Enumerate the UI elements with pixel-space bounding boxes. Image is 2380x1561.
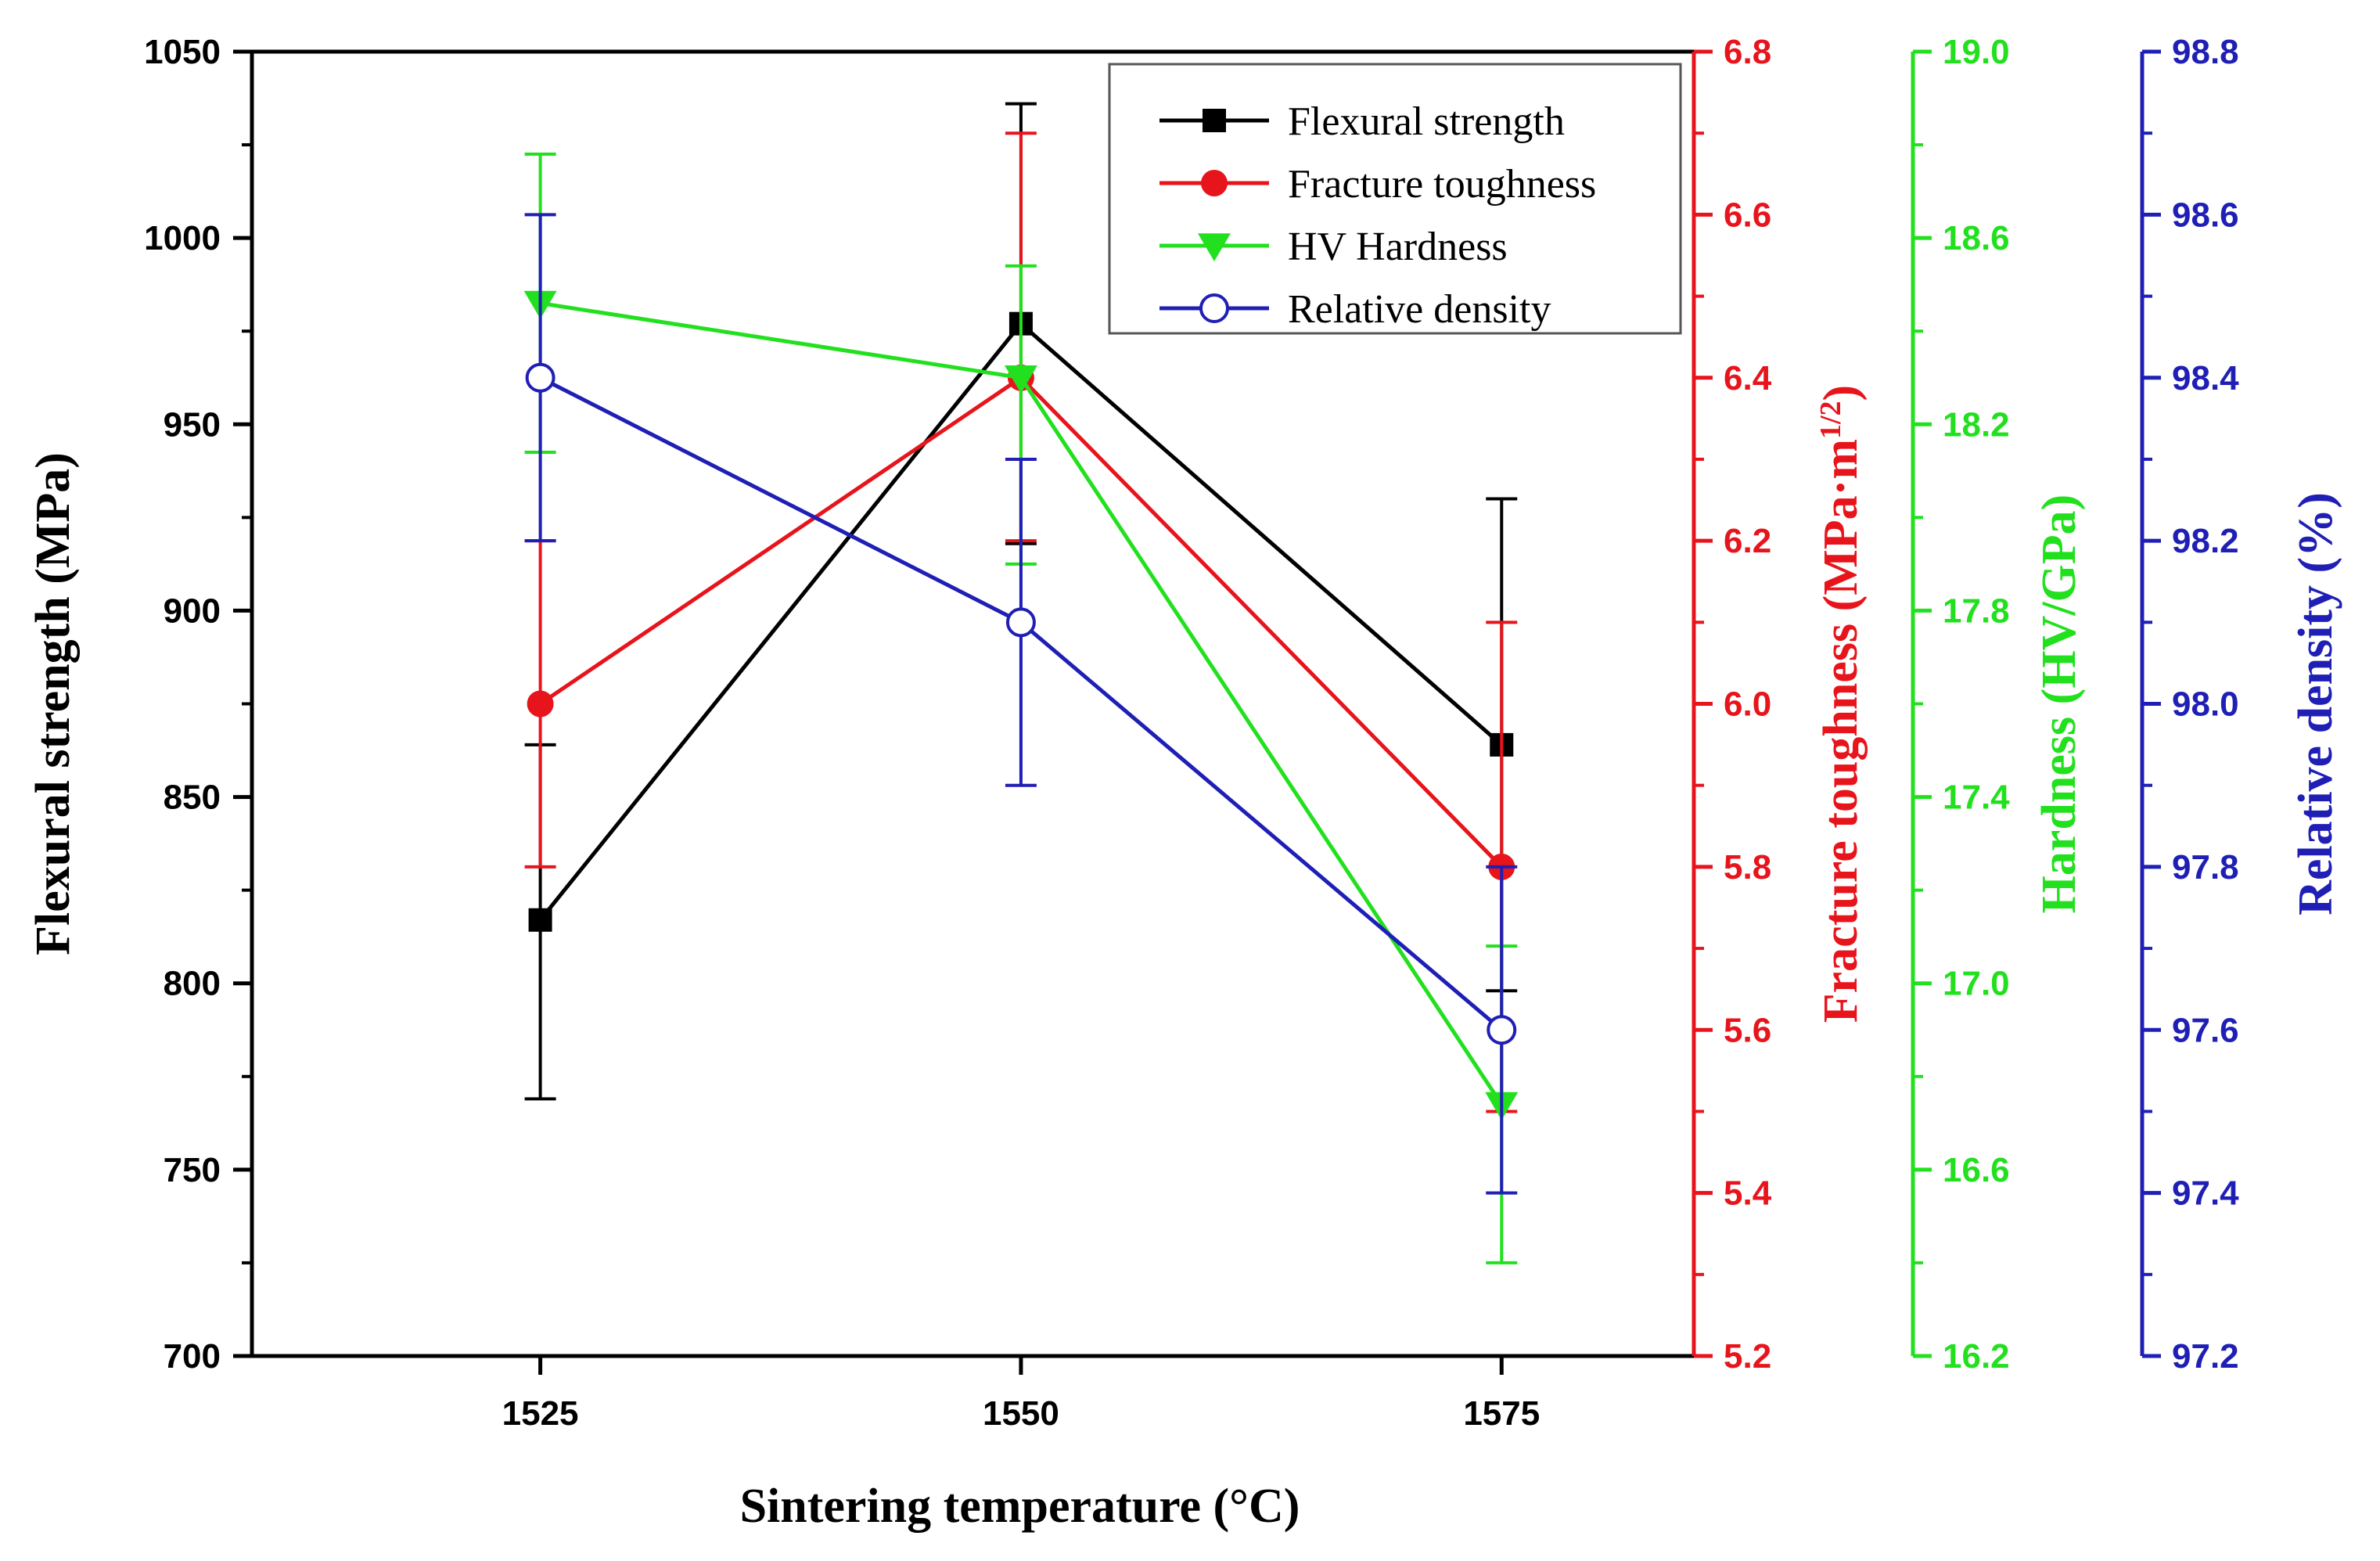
x-axis-title: Sintering temperature (°C) xyxy=(740,1480,1300,1533)
data-point xyxy=(1004,365,1037,394)
legend-marker xyxy=(1199,293,1229,323)
y-tick-label: 98.4 xyxy=(2172,359,2239,397)
right-axis-density: 97.2 97.4 97.6 97.8 98.0 98.2 98.4 98.6 98.8 xyxy=(2140,33,2239,1376)
y-tick-label: 5.6 xyxy=(1724,1011,1771,1049)
y-tick-label: 6.6 xyxy=(1724,196,1771,234)
legend-label: Fracture toughness xyxy=(1288,162,1596,207)
legend-marker xyxy=(1203,109,1226,132)
y-tick-label: 6.8 xyxy=(1724,33,1771,71)
y-axis-title-close: ) xyxy=(1814,385,1868,401)
y-tick-label: 850 xyxy=(164,779,221,817)
y-tick-label: 16.6 xyxy=(1943,1151,2010,1189)
x-axis: 1525 1550 1575 xyxy=(502,1356,1540,1433)
y-axis-title-hardness: Hardness (HV/GPa) xyxy=(2033,495,2086,914)
y-tick-label: 97.6 xyxy=(2172,1011,2239,1049)
y-tick-label: 17.0 xyxy=(1943,965,2010,1003)
y-tick-label: 5.4 xyxy=(1724,1174,1772,1213)
y-tick-label: 98.8 xyxy=(2172,33,2239,71)
data-point xyxy=(1487,1015,1517,1045)
legend-marker xyxy=(1198,233,1231,261)
x-tick-label: 1550 xyxy=(983,1394,1059,1433)
legend-item: Relative density xyxy=(1159,287,1551,332)
y-tick-label: 98.0 xyxy=(2172,685,2239,724)
legend-label: Flexural strength xyxy=(1288,99,1565,144)
y-tick-label: 5.8 xyxy=(1724,848,1771,887)
y-axis-title-toughness: Fracture toughness (MPa·m1/2) xyxy=(1814,385,1868,1023)
y-tick-label: 1050 xyxy=(144,33,221,71)
legend-label: Relative density xyxy=(1288,287,1551,332)
y-axis-title-flexural: Flexural strength (MPa) xyxy=(27,452,80,955)
legend-item: Flexural strength xyxy=(1159,99,1565,144)
legend: Flexural strength Fracture toughness HV Ha… xyxy=(1108,63,1682,335)
right-axis-toughness: 5.2 5.4 5.6 5.8 6.0 6.2 6.4 6.6 6.8 xyxy=(1692,33,1772,1376)
y-axis-title-superscript: 1/2 xyxy=(1814,401,1847,439)
y-tick-label: 6.2 xyxy=(1724,522,1771,560)
y-tick-label: 18.2 xyxy=(1943,405,2010,444)
y-tick-label: 6.0 xyxy=(1724,685,1771,724)
y-tick-label: 950 xyxy=(164,405,221,444)
y-tick-label: 800 xyxy=(164,965,221,1003)
y-tick-label: 900 xyxy=(164,592,221,630)
y-tick-label: 6.4 xyxy=(1724,359,1772,397)
left-axis-flexural: 700 750 800 850 900 950 1000 1050 xyxy=(144,33,252,1376)
data-point xyxy=(527,690,554,718)
legend-label: HV Hardness xyxy=(1288,225,1508,269)
y-tick-label: 17.8 xyxy=(1943,592,2010,630)
series-relative-density xyxy=(524,213,1518,1195)
legend-item: HV Hardness xyxy=(1159,225,1508,269)
legend-marker xyxy=(1201,170,1228,196)
x-tick-label: 1575 xyxy=(1463,1394,1540,1433)
y-tick-label: 18.6 xyxy=(1943,219,2010,257)
y-tick-label: 97.2 xyxy=(2172,1337,2239,1376)
data-point xyxy=(528,908,552,932)
y-tick-label: 16.2 xyxy=(1943,1337,2010,1376)
y-tick-label: 97.4 xyxy=(2172,1174,2239,1213)
y-tick-label: 1000 xyxy=(144,219,221,257)
y-tick-label: 5.2 xyxy=(1724,1337,1771,1376)
y-tick-label: 98.2 xyxy=(2172,522,2239,560)
y-tick-label: 97.8 xyxy=(2172,848,2239,887)
y-tick-label: 98.6 xyxy=(2172,196,2239,234)
y-tick-label: 750 xyxy=(164,1151,221,1189)
data-point xyxy=(1005,607,1036,638)
y-tick-label: 700 xyxy=(164,1337,221,1376)
y-tick-label: 17.4 xyxy=(1943,779,2010,817)
y-tick-label: 19.0 xyxy=(1943,33,2010,71)
right-axis-hardness: 16.2 16.6 17.0 17.4 17.8 18.2 18.6 19.0 xyxy=(1911,33,2010,1376)
legend-item: Fracture toughness xyxy=(1159,162,1596,207)
y-axis-title-density: Relative density (%) xyxy=(2289,492,2342,915)
x-tick-label: 1525 xyxy=(502,1394,579,1433)
data-point xyxy=(525,362,555,393)
